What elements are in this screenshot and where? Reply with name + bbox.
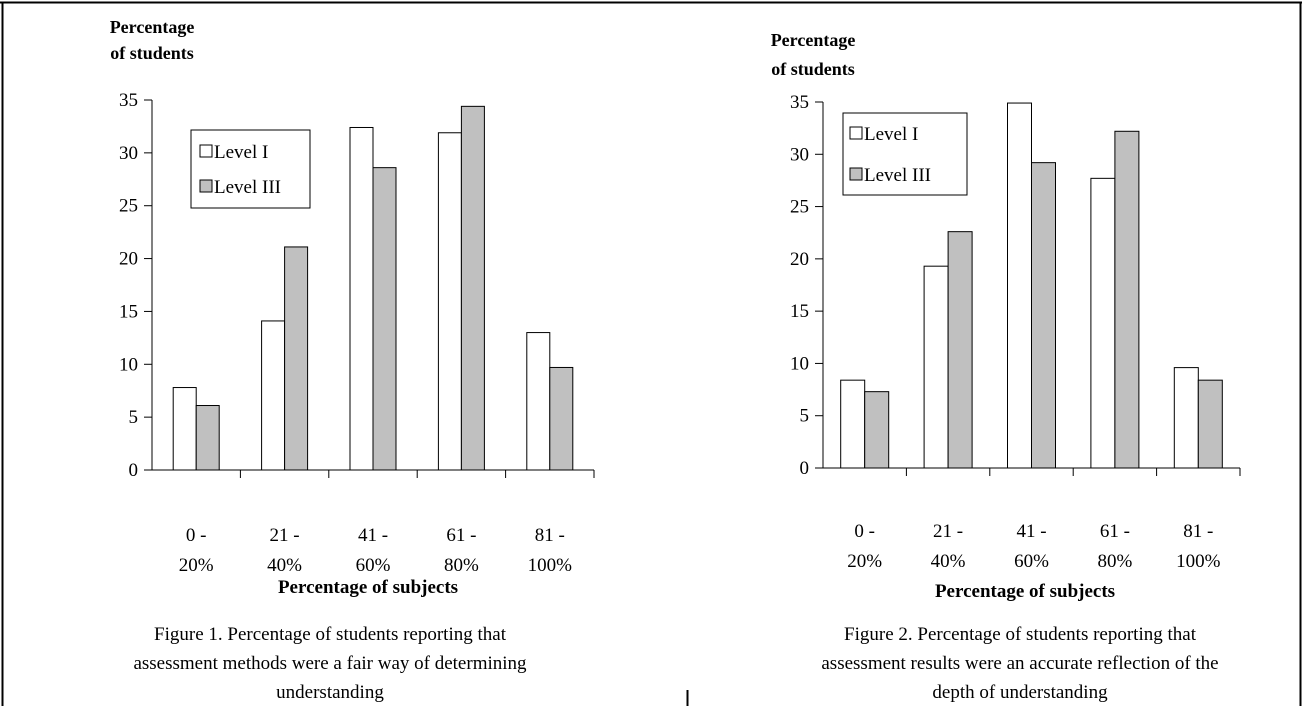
- x-tick-label: 40%: [931, 551, 966, 572]
- bar-level-1: [923, 265, 949, 469]
- bar-level-1: [840, 379, 866, 469]
- x-tick-label: 41 -: [1016, 521, 1046, 542]
- chart-2: Percentage of students 0 5 10 15 20 25 30 35 0 -…: [771, 30, 1241, 703]
- bar-level-3: [1031, 162, 1056, 469]
- bar-level-1: [172, 387, 197, 471]
- x-axis-label: Percentage of subjects: [935, 581, 1115, 602]
- x-tick-label: 80%: [1097, 551, 1132, 572]
- y-tick-label: 25: [119, 196, 138, 217]
- x-tick-label: 0 -: [186, 525, 207, 546]
- bar-level-1: [526, 332, 551, 471]
- x-tick-label: 60%: [1014, 551, 1049, 572]
- x-tick-label: 100%: [528, 555, 573, 576]
- bar-level-3: [864, 391, 890, 469]
- y-tick-label: 35: [119, 90, 138, 111]
- bar-level-3: [284, 246, 309, 471]
- legend: Level I Level III: [842, 112, 968, 196]
- x-axis-label: Percentage of subjects: [278, 577, 458, 598]
- y-axis-label-line2: of students: [110, 43, 194, 63]
- x-tick-label: 81 -: [1183, 521, 1213, 542]
- bar-level-3: [1114, 130, 1140, 469]
- legend-box: [190, 129, 311, 209]
- y-axis-label-line1: Percentage: [771, 30, 856, 50]
- legend-label-level-3: Level III: [864, 165, 931, 186]
- y-tick-label: 15: [119, 301, 138, 322]
- x-tick-label: 0 -: [854, 521, 875, 542]
- y-tick-label: 30: [119, 143, 138, 164]
- x-tick-label: 61 -: [446, 525, 476, 546]
- x-tick-label: 81 -: [535, 525, 565, 546]
- chart-1: Percentage of students 0 5 10 15 20 25 30 35 0 -…: [110, 17, 595, 703]
- figure-caption-line3: understanding: [276, 682, 384, 703]
- figure-caption-line2: assessment methods were a fair way of de…: [133, 653, 527, 674]
- y-tick-label: 5: [800, 406, 810, 427]
- legend-swatch-level-3: [849, 167, 863, 181]
- bar-level-1: [437, 132, 462, 471]
- bar-level-3: [460, 105, 485, 471]
- legend-label-level-1: Level I: [864, 124, 918, 145]
- y-tick-label: 15: [790, 301, 809, 322]
- bar-level-3: [372, 167, 397, 471]
- bar-level-3: [1197, 379, 1223, 469]
- x-tick-label: 40%: [267, 555, 302, 576]
- bar-level-1: [1090, 177, 1116, 469]
- y-tick-label: 0: [800, 458, 810, 479]
- x-tick-label: 60%: [356, 555, 391, 576]
- x-tick-label: 41 -: [358, 525, 388, 546]
- legend-box: [842, 112, 968, 196]
- x-tick-label: 80%: [444, 555, 479, 576]
- y-tick-label: 35: [790, 92, 809, 113]
- legend-label-level-1: Level I: [214, 142, 268, 163]
- figure-caption-line1: Figure 2. Percentage of students reporti…: [844, 624, 1197, 645]
- plot-area: 0 5 10 15 20 25 30 35 0 - 20% 21 - 40% 41 - 60% 61 - 80…: [119, 90, 595, 576]
- bar-level-1: [261, 320, 286, 471]
- x-tick-label: 20%: [179, 555, 214, 576]
- legend-swatch-level-3: [199, 179, 213, 193]
- legend-swatch-level-1: [199, 144, 213, 158]
- x-tick-label: 61 -: [1100, 521, 1130, 542]
- bar-level-1: [1007, 102, 1032, 469]
- bar-level-3: [549, 366, 574, 471]
- x-tick-label: 20%: [847, 551, 882, 572]
- figure-caption-line2: assessment results were an accurate refl…: [821, 653, 1218, 674]
- x-tick-label: 21 -: [270, 525, 300, 546]
- figure-caption-line1: Figure 1. Percentage of students reporti…: [154, 624, 507, 645]
- figure-caption-line3: depth of understanding: [932, 682, 1108, 703]
- y-tick-label: 0: [129, 460, 139, 481]
- y-tick-label: 20: [790, 249, 809, 270]
- bar-level-3: [947, 231, 973, 469]
- y-tick-label: 10: [790, 353, 809, 374]
- y-tick-label: 30: [790, 144, 809, 165]
- x-tick-label: 21 -: [933, 521, 963, 542]
- y-axis-label-line2: of students: [771, 59, 855, 79]
- bar-level-1: [1173, 367, 1199, 469]
- legend-swatch-level-1: [849, 126, 863, 140]
- y-tick-label: 20: [119, 249, 138, 270]
- y-tick-label: 25: [790, 197, 809, 218]
- y-axis-label-line1: Percentage: [110, 17, 195, 37]
- plot-area: 0 5 10 15 20 25 30 35 0 - 20% 21 - 40% 41 - 60% 61 - 80…: [790, 92, 1241, 572]
- legend: Level I Level III: [190, 129, 311, 209]
- legend-label-level-3: Level III: [214, 177, 281, 198]
- bar-level-1: [349, 126, 374, 471]
- x-tick-label: 100%: [1176, 551, 1221, 572]
- y-tick-label: 5: [129, 407, 139, 428]
- y-tick-label: 10: [119, 354, 138, 375]
- bar-level-3: [195, 405, 220, 471]
